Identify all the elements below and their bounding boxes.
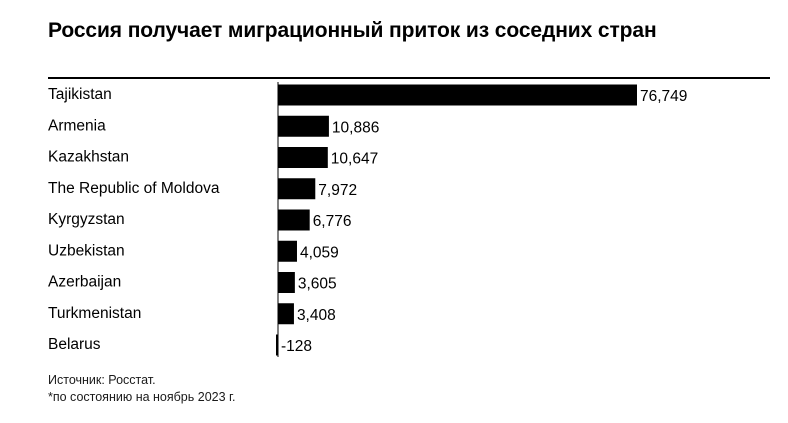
category-label: Kazakhstan [48,149,129,166]
category-label: Turkmenistan [48,305,141,322]
bar [278,147,328,168]
bar [278,84,637,106]
value-labels: 76,749 10,886 10,647 7,972 6,776 4,059 3,605 3,… [281,88,687,355]
value-label: 3,605 [298,276,337,293]
chart-title: Россия получает миграционный приток из с… [48,19,657,42]
source-note: Источник: Росстат. [48,373,156,387]
value-label: 3,408 [297,307,336,324]
value-label: 6,776 [313,213,352,230]
value-label: 76,749 [640,88,687,105]
bar [278,272,295,293]
bars [276,84,637,356]
category-label: Kyrgyzstan [48,211,125,228]
value-label: 4,059 [300,244,339,261]
bar [278,303,294,325]
category-label: The Republic of Moldova [48,180,220,197]
top-rule [48,77,770,79]
category-label: Armenia [48,117,106,134]
bar [276,334,278,356]
category-labels: Tajikistan Armenia Kazakhstan The Republic … [48,86,220,353]
value-label: -128 [281,338,312,355]
footnote: *по состоянию на ноябрь 2023 г. [48,390,236,404]
value-label: 10,647 [331,151,378,168]
bar [278,209,310,231]
value-label: 7,972 [318,182,357,199]
value-label: 10,886 [332,119,379,136]
category-label: Azerbaijan [48,274,121,291]
category-label: Belarus [48,336,101,353]
bar [278,115,329,137]
category-label: Uzbekistan [48,242,125,259]
category-label: Tajikistan [48,86,112,103]
bar [278,178,316,200]
bar-chart: Tajikistan Armenia Kazakhstan The Republic … [48,82,687,357]
bar [278,240,297,262]
